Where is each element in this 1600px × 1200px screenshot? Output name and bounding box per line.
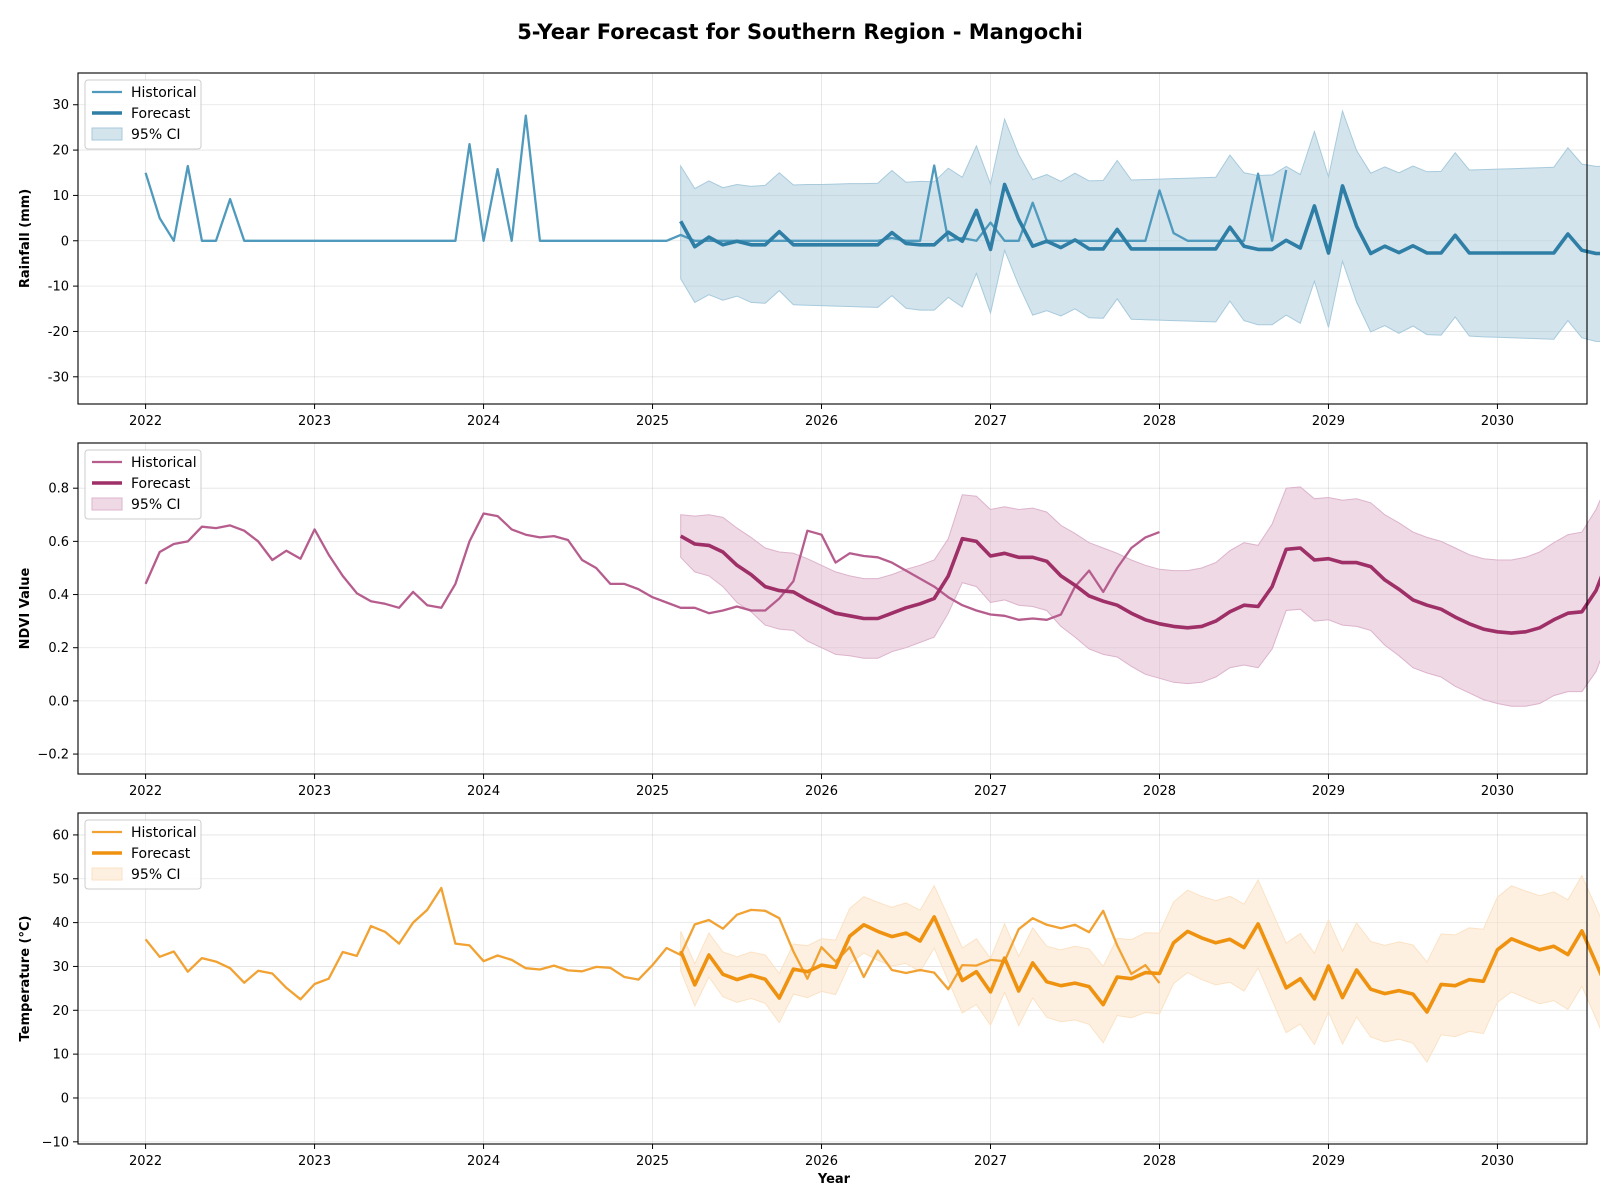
x-tick-label: 2028 <box>1143 414 1176 429</box>
y-tick-label: 0 <box>61 1091 69 1106</box>
ndvi-legend: Historical Forecast 95% CI <box>84 449 202 520</box>
x-tick-label: 2030 <box>1481 1154 1514 1169</box>
x-tick-label: 2024 <box>467 784 500 799</box>
temperature-y-ticks: −10 0 10 20 30 40 50 60 <box>42 828 78 1150</box>
y-tick-label: 10 <box>52 189 69 204</box>
legend-ci-swatch <box>91 867 123 881</box>
x-tick-label: 2028 <box>1143 784 1176 799</box>
legend-label: Historical <box>131 85 197 101</box>
x-tick-label: 2026 <box>805 1154 838 1169</box>
rainfall-y-ticks: -30 -20 -10 0 10 20 30 <box>48 98 78 385</box>
rainfall-x-ticks: 2022 2023 2024 2025 2026 2027 2028 2029 2030 <box>129 404 1514 429</box>
x-tick-label: 2022 <box>129 414 162 429</box>
temperature-panel: 2022 2023 2024 2025 2026 2027 2028 2029 2030−100… <box>18 812 1600 1169</box>
legend-label: Forecast <box>131 476 191 492</box>
ndvi-x-ticks: 2022 2023 2024 2025 2026 2027 2028 2029 2030 <box>129 774 1514 799</box>
rainfall-plot-frame <box>77 72 1588 405</box>
y-tick-label: 0.2 <box>48 641 69 656</box>
rainfall-panel: 2022 2023 2024 2025 2026 2027 2028 2029 2030-30-… <box>18 72 1600 429</box>
y-tick-label: 50 <box>52 872 69 887</box>
x-tick-label: 2023 <box>298 784 331 799</box>
temperature-forecast-line <box>679 915 1600 1014</box>
legend-ci-swatch <box>91 127 123 141</box>
legend-label: 95% CI <box>131 497 180 513</box>
rainfall-legend: Historical Forecast 95% CI <box>84 79 202 150</box>
x-tick-label: 2025 <box>636 1154 669 1169</box>
x-tick-label: 2026 <box>805 414 838 429</box>
x-tick-label: 2023 <box>298 1154 331 1169</box>
y-tick-label: 0.8 <box>48 482 69 497</box>
y-tick-label: 0.0 <box>48 694 69 709</box>
temperature-plot-frame <box>77 812 1588 1145</box>
x-tick-label: 2030 <box>1481 784 1514 799</box>
x-tick-label: 2022 <box>129 784 162 799</box>
x-tick-label: 2030 <box>1481 414 1514 429</box>
legend-label: 95% CI <box>131 867 180 883</box>
x-tick-label: 2027 <box>974 784 1007 799</box>
legend-label: 95% CI <box>131 127 180 143</box>
rainfall-y-axis-label: Rainfall (mm) <box>18 189 33 288</box>
x-tick-label: 2024 <box>467 1154 500 1169</box>
x-tick-label: 2029 <box>1312 784 1345 799</box>
legend-label: Historical <box>131 455 197 471</box>
y-tick-label: −0.2 <box>37 748 69 763</box>
y-tick-label: -10 <box>48 280 69 295</box>
legend-label: Historical <box>131 825 197 841</box>
temperature-historical-line <box>144 886 1161 1001</box>
ndvi-panel: 2022 2023 2024 2025 2026 2027 2028 2029 2030 −0.2… <box>18 442 1600 799</box>
figure-title: 5-Year Forecast for Southern Region - Ma… <box>517 20 1083 44</box>
y-tick-label: 40 <box>52 916 69 931</box>
y-tick-label: 60 <box>52 828 69 843</box>
panels: 2022 2023 2024 2025 2026 2027 2028 2029 2030-30-… <box>18 72 1600 1169</box>
x-tick-label: 2027 <box>974 414 1007 429</box>
rainfall-ci-band <box>680 109 1600 343</box>
x-tick-label: 2029 <box>1312 414 1345 429</box>
x-tick-label: 2025 <box>636 414 669 429</box>
y-tick-label: -20 <box>48 325 69 340</box>
x-tick-label: 2025 <box>636 784 669 799</box>
legend-label: Forecast <box>131 106 191 122</box>
ndvi-plot-frame <box>77 442 1588 775</box>
temperature-legend: Historical Forecast 95% CI <box>84 819 202 890</box>
x-axis-label: Year <box>817 1172 851 1187</box>
y-tick-label: 10 <box>52 1048 69 1063</box>
ndvi-forecast-line <box>679 534 1600 635</box>
x-tick-label: 2024 <box>467 414 500 429</box>
ndvi-y-axis-label: NDVI Value <box>18 567 33 649</box>
ndvi-ci-band <box>680 486 1600 707</box>
x-tick-label: 2026 <box>805 784 838 799</box>
y-tick-label: 30 <box>52 960 69 975</box>
ndvi-y-ticks: −0.2 0.0 0.2 0.4 0.6 0.8 <box>37 482 78 763</box>
y-tick-label: 30 <box>52 98 69 113</box>
y-tick-label: 0.4 <box>48 588 69 603</box>
y-tick-label: -30 <box>48 370 69 385</box>
ndvi-historical-line <box>144 512 1160 621</box>
y-tick-label: 20 <box>52 1004 69 1019</box>
temperature-y-axis-label: Temperature (°C) <box>18 916 33 1042</box>
x-tick-label: 2022 <box>129 1154 162 1169</box>
legend-ci-swatch <box>91 497 123 511</box>
x-tick-label: 2023 <box>298 414 331 429</box>
y-tick-label: 0 <box>61 234 69 249</box>
y-tick-label: 20 <box>52 144 69 159</box>
y-tick-label: 0.6 <box>48 535 69 550</box>
legend-label: Forecast <box>131 846 191 862</box>
rainfall-forecast-line <box>679 182 1600 256</box>
x-tick-label: 2027 <box>974 1154 1007 1169</box>
y-tick-label: −10 <box>42 1135 69 1150</box>
x-tick-label: 2028 <box>1143 1154 1176 1169</box>
x-tick-label: 2029 <box>1312 1154 1345 1169</box>
temperature-x-ticks: 2022 2023 2024 2025 2026 2027 2028 2029 2030 <box>129 1144 1514 1169</box>
